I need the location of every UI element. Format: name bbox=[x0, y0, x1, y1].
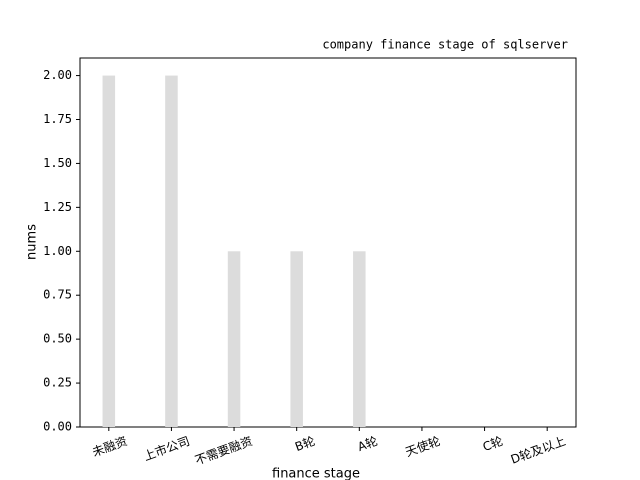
y-tick-label: 0.25 bbox=[43, 376, 72, 390]
bar bbox=[290, 251, 303, 427]
x-tick-label: B轮 bbox=[293, 434, 317, 454]
x-tick-label: 上市公司 bbox=[141, 433, 191, 464]
x-tick-label: A轮 bbox=[356, 434, 380, 454]
y-tick-label: 0.00 bbox=[43, 420, 72, 434]
chart-title: company finance stage of sqlserver bbox=[322, 38, 568, 52]
y-tick-label: 1.00 bbox=[43, 244, 72, 258]
y-axis-label: nums bbox=[25, 224, 40, 260]
x-tick-label: C轮 bbox=[481, 434, 505, 454]
y-tick-label: 0.50 bbox=[43, 332, 72, 346]
bar bbox=[102, 75, 116, 428]
bar bbox=[165, 75, 178, 428]
y-tick-label: 0.75 bbox=[43, 288, 72, 302]
y-tick-label: 1.75 bbox=[43, 112, 72, 126]
bar bbox=[353, 251, 366, 427]
y-tick-label: 1.25 bbox=[43, 200, 72, 214]
bar bbox=[227, 251, 241, 427]
x-tick-label: 未融资 bbox=[90, 434, 129, 459]
plot-frame bbox=[79, 57, 577, 428]
x-tick-label: 天使轮 bbox=[403, 433, 442, 459]
x-axis-label: finance stage bbox=[272, 467, 360, 480]
y-tick-label: 1.50 bbox=[43, 156, 72, 170]
y-tick-label: 2.00 bbox=[43, 68, 72, 82]
x-tick-label: D轮及以上 bbox=[509, 434, 568, 467]
x-tick-label: 不需要融资 bbox=[193, 434, 254, 468]
